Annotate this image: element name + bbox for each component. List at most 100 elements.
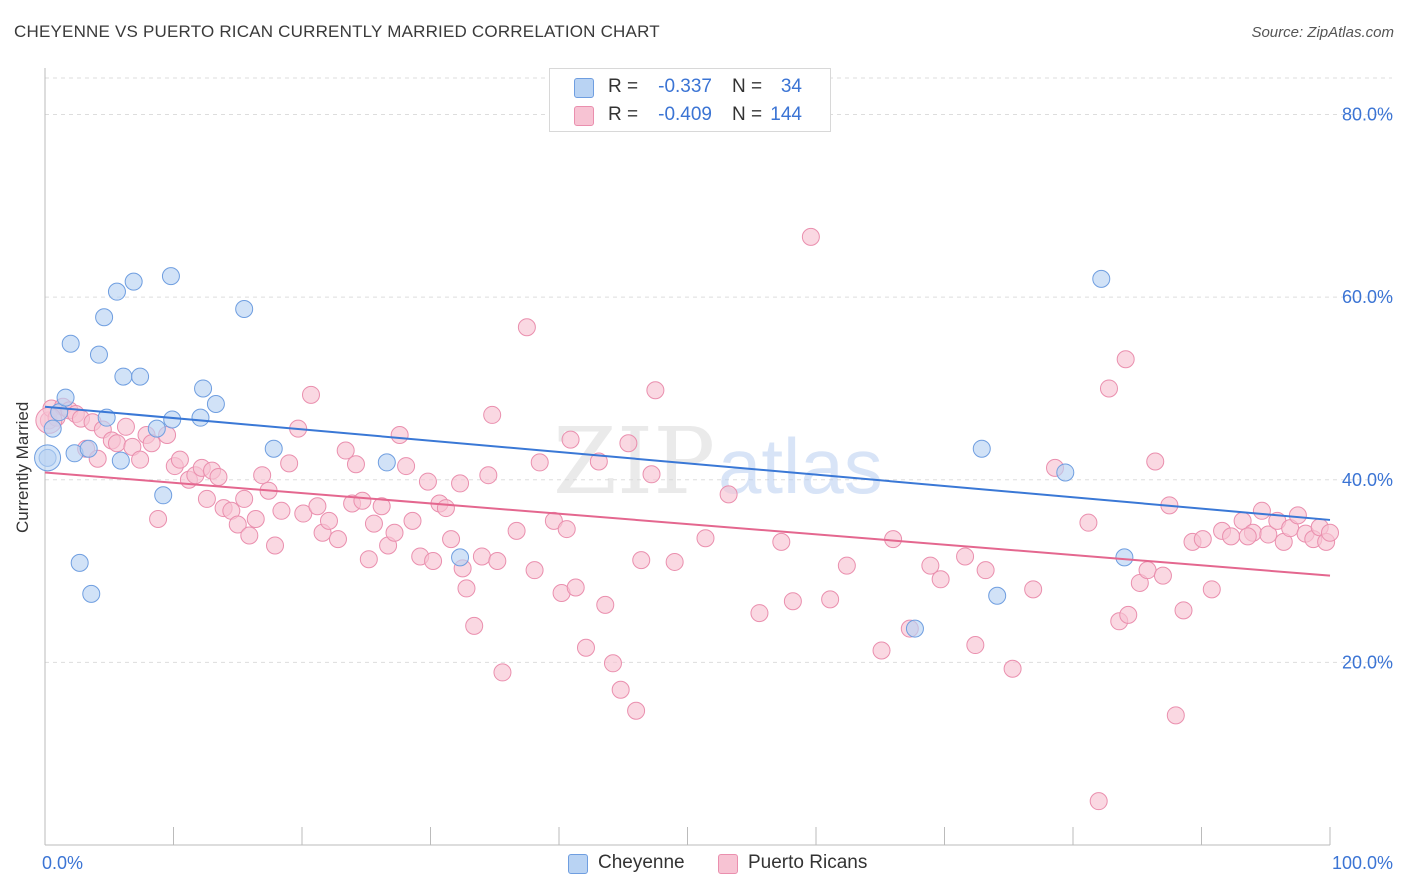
- puerto-rican-point: [596, 595, 615, 614]
- puerto-rican-point: [719, 485, 738, 504]
- n-label: N =: [732, 76, 763, 97]
- cheyenne-r-value: -0.337: [658, 76, 712, 97]
- puerto-rican-point: [246, 510, 265, 529]
- puerto-rican-point: [235, 489, 254, 508]
- y-tick-label: 80.0%: [1342, 105, 1393, 125]
- cheyenne-point: [264, 439, 283, 458]
- puerto-rican-point: [507, 521, 526, 540]
- puerto-rican-point: [1089, 792, 1108, 811]
- puerto-rican-point: [611, 680, 630, 699]
- puerto-rican-point: [642, 465, 661, 484]
- cheyenne-point: [89, 345, 108, 364]
- puerto-rican-point: [750, 604, 769, 623]
- puerto-rican-point: [397, 457, 416, 476]
- puerto-rican-point: [266, 536, 285, 555]
- correlation-legend: R = -0.337 N = 34 R = -0.409 N = 144: [549, 68, 831, 132]
- puerto-rican-point: [240, 526, 259, 545]
- puerto-rican-point: [272, 501, 291, 520]
- puerto-rican-point: [336, 441, 355, 460]
- puerto-rican-point: [966, 636, 985, 655]
- puerto-rican-point: [566, 578, 585, 597]
- puerto-rican-point: [197, 489, 216, 508]
- puerto-rican-point: [353, 491, 372, 510]
- watermark-atlas: atlas: [718, 422, 883, 510]
- puerto-rican-point: [1193, 530, 1212, 549]
- puerto-rican-point: [228, 515, 247, 534]
- puerto-rican-point: [372, 497, 391, 516]
- cheyenne-point: [43, 419, 62, 438]
- cheyenne-point: [56, 388, 75, 407]
- puerto-rican-point: [209, 468, 228, 487]
- puerto-rican-point: [493, 663, 512, 682]
- cheyenne-point: [1056, 463, 1075, 482]
- cheyenne-point: [377, 453, 396, 472]
- puerto-r-value: -0.409: [658, 104, 712, 125]
- puerto-rican-point: [557, 520, 576, 539]
- puerto-rican-point: [931, 570, 950, 589]
- puerto-rican-point: [646, 381, 665, 400]
- puerto-rican-point: [488, 552, 507, 571]
- puerto-rican-trend-line: [44, 471, 1331, 577]
- puerto-rican-point: [107, 434, 126, 453]
- puerto-rican-point: [346, 455, 365, 474]
- r-label: R =: [608, 76, 639, 97]
- puerto-rican-point: [479, 466, 498, 485]
- cheyenne-point: [163, 410, 182, 429]
- puerto-legend-swatch: [718, 854, 738, 874]
- puerto-rican-point: [525, 561, 544, 580]
- puerto-rican-point: [328, 530, 347, 549]
- cheyenne-point: [161, 267, 180, 286]
- puerto-rican-point: [253, 466, 272, 485]
- puerto-rican-point: [921, 556, 940, 575]
- cheyenne-point: [114, 367, 133, 386]
- puerto-rican-point: [294, 504, 313, 523]
- puerto-rican-point: [589, 452, 608, 471]
- puerto-rican-point: [131, 450, 150, 469]
- puerto-rican-point: [483, 405, 502, 424]
- x-tick-label: 100.0%: [1332, 853, 1393, 873]
- puerto-rican-point: [1202, 580, 1221, 599]
- puerto-rican-point: [403, 511, 422, 530]
- puerto-rican-point: [1288, 506, 1307, 525]
- puerto-rican-point: [170, 450, 189, 469]
- cheyenne-point: [206, 394, 225, 413]
- puerto-rican-point: [665, 552, 684, 571]
- puerto-rican-point: [359, 550, 378, 569]
- puerto-rican-point: [472, 547, 491, 566]
- puerto-rican-point: [465, 616, 484, 635]
- puerto-rican-point: [1146, 452, 1165, 471]
- y-axis-label: Currently Married: [13, 401, 32, 533]
- cheyenne-point: [34, 444, 62, 472]
- puerto-rican-point: [1238, 527, 1257, 546]
- grid-lines: [45, 77, 1392, 663]
- cheyenne-point: [124, 272, 143, 291]
- y-tick-label: 20.0%: [1342, 652, 1393, 672]
- cheyenne-legend-label: Cheyenne: [598, 852, 685, 873]
- puerto-rican-point: [801, 227, 820, 246]
- puerto-rican-point: [390, 426, 409, 445]
- cheyenne-point: [191, 408, 210, 427]
- puerto-rican-point: [821, 590, 840, 609]
- puerto-rican-point: [1024, 580, 1043, 599]
- cheyenne-point: [905, 619, 924, 638]
- puerto-rican-point: [1138, 561, 1157, 580]
- watermark-zip: ZIP: [553, 408, 715, 515]
- puerto-rican-point: [1116, 350, 1135, 369]
- puerto-rican-point: [1259, 525, 1278, 544]
- cheyenne-point: [111, 451, 130, 470]
- puerto-n-value: 144: [770, 104, 802, 125]
- legend-row-puerto: R = -0.409 N = 144: [550, 101, 830, 129]
- watermark: ZIP atlas: [553, 408, 883, 515]
- puerto-rican-point: [561, 430, 580, 449]
- puerto-rican-point: [576, 638, 595, 657]
- puerto-rican-point: [308, 497, 327, 516]
- puerto-rican-point: [1119, 605, 1138, 624]
- puerto-rican-point: [1222, 527, 1241, 546]
- puerto-rican-point: [956, 547, 975, 566]
- puerto-rican-point: [632, 551, 651, 570]
- x-tick-label: 0.0%: [42, 853, 83, 873]
- puerto-rican-point: [301, 385, 320, 404]
- puerto-rican-point: [619, 434, 638, 453]
- cheyenne-point: [107, 282, 126, 301]
